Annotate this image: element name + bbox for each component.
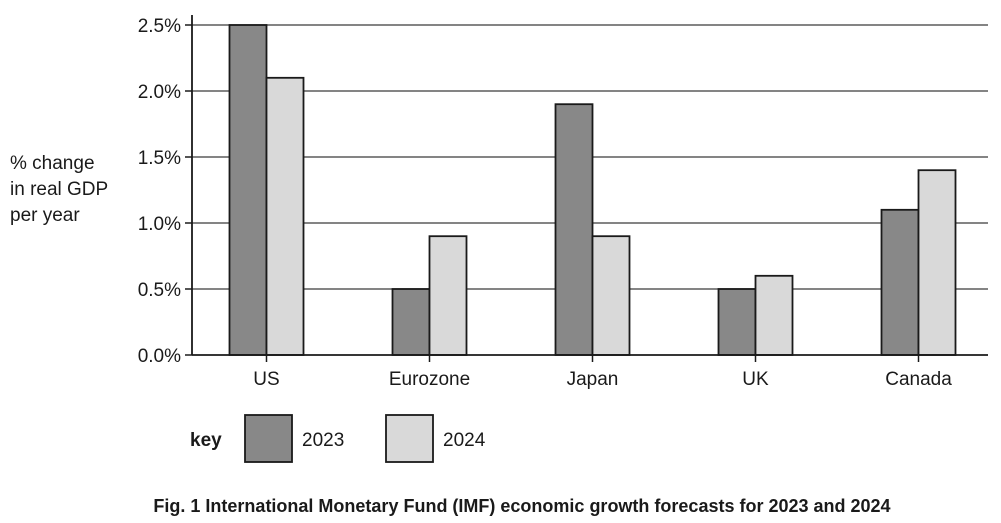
legend: key 2023 2024	[190, 414, 486, 463]
axes	[191, 15, 988, 356]
bar-japan-2024	[591, 235, 631, 356]
bar-uk-2024	[754, 274, 794, 356]
y-axis-label-line-3: per year	[10, 205, 80, 226]
x-tick-label-japan: Japan	[567, 369, 619, 390]
bar-canada-2023	[880, 208, 920, 356]
bar-eurozone-2023	[391, 288, 431, 356]
x-axis-ticks: US Eurozone Japan UK Canada	[253, 355, 952, 390]
legend-label-2024: 2024	[443, 430, 486, 451]
bar-canada-2024	[917, 169, 957, 356]
y-tick-label: 1.0%	[138, 214, 181, 235]
bars	[228, 24, 957, 356]
legend-swatch-2024	[385, 414, 434, 463]
y-tick-label: 1.5%	[138, 148, 181, 169]
legend-swatch-2023	[244, 414, 293, 463]
legend-label-2023: 2023	[302, 430, 344, 451]
x-tick-label-eurozone: Eurozone	[389, 369, 470, 390]
x-tick-label-us: US	[253, 369, 279, 390]
y-axis-label-line-2: in real GDP	[10, 179, 108, 200]
y-axis-label-line-1: % change	[10, 153, 95, 174]
figure-caption: Fig. 1 International Monetary Fund (IMF)…	[153, 496, 890, 516]
bar-japan-2023	[554, 103, 594, 356]
legend-title: key	[190, 430, 222, 451]
y-tick-label: 2.0%	[138, 82, 181, 103]
y-tick-label: 2.5%	[138, 16, 181, 37]
x-tick-label-uk: UK	[742, 369, 769, 390]
x-tick-label-canada: Canada	[885, 369, 952, 390]
y-axis-ticks: 0.0% 0.5% 1.0% 1.5% 2.0% 2.5%	[138, 16, 192, 367]
y-tick-label: 0.5%	[138, 280, 181, 301]
bar-us-2023	[228, 24, 268, 356]
bar-uk-2023	[717, 288, 757, 356]
y-tick-label: 0.0%	[138, 346, 181, 367]
bar-eurozone-2024	[428, 235, 468, 356]
bar-us-2024	[265, 76, 305, 356]
